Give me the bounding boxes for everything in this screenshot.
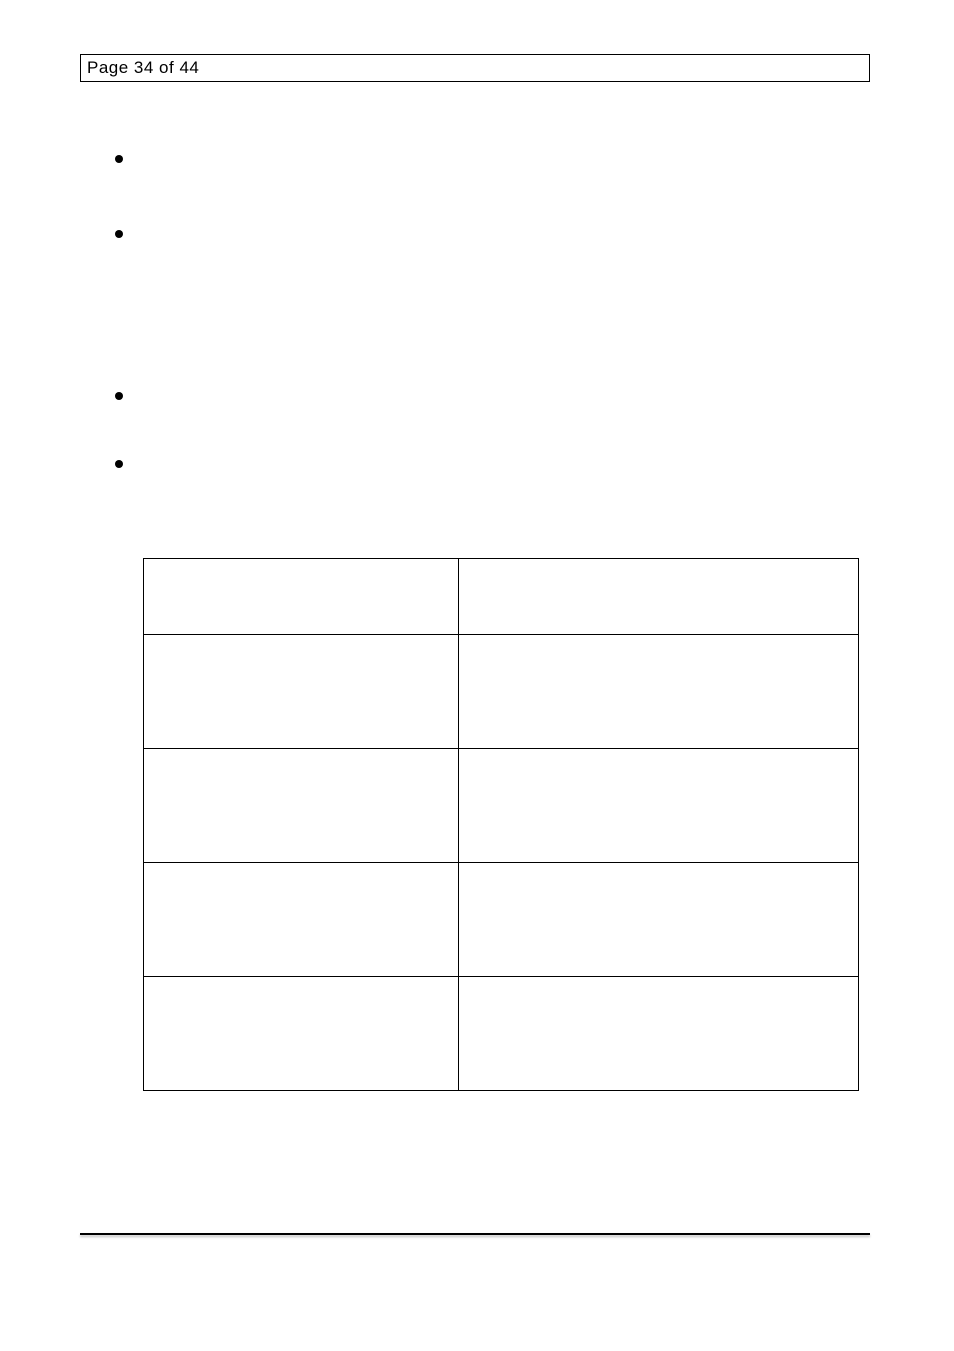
bullet-icon xyxy=(115,460,123,468)
bullet-icon xyxy=(115,230,123,238)
page-header-text: Page 34 of 44 xyxy=(87,58,199,78)
table-cell xyxy=(144,863,459,977)
bullet-icon xyxy=(115,155,123,163)
table-row xyxy=(144,863,859,977)
table-cell xyxy=(144,977,459,1091)
table xyxy=(143,558,859,1091)
bullet-icon xyxy=(115,392,123,400)
table-cell xyxy=(144,749,459,863)
table-cell xyxy=(458,977,858,1091)
page-header-box: Page 34 of 44 xyxy=(80,54,870,82)
page: Page 34 of 44 xyxy=(0,0,954,1351)
table-header-cell xyxy=(144,559,459,635)
horizontal-rule xyxy=(80,1233,870,1235)
table-cell xyxy=(144,635,459,749)
table-row xyxy=(144,977,859,1091)
table-cell xyxy=(458,863,858,977)
table-row xyxy=(144,635,859,749)
table-row xyxy=(144,749,859,863)
document-table xyxy=(143,558,859,1091)
table-cell xyxy=(458,749,858,863)
table-header-row xyxy=(144,559,859,635)
table-cell xyxy=(458,635,858,749)
table-header-cell xyxy=(458,559,858,635)
